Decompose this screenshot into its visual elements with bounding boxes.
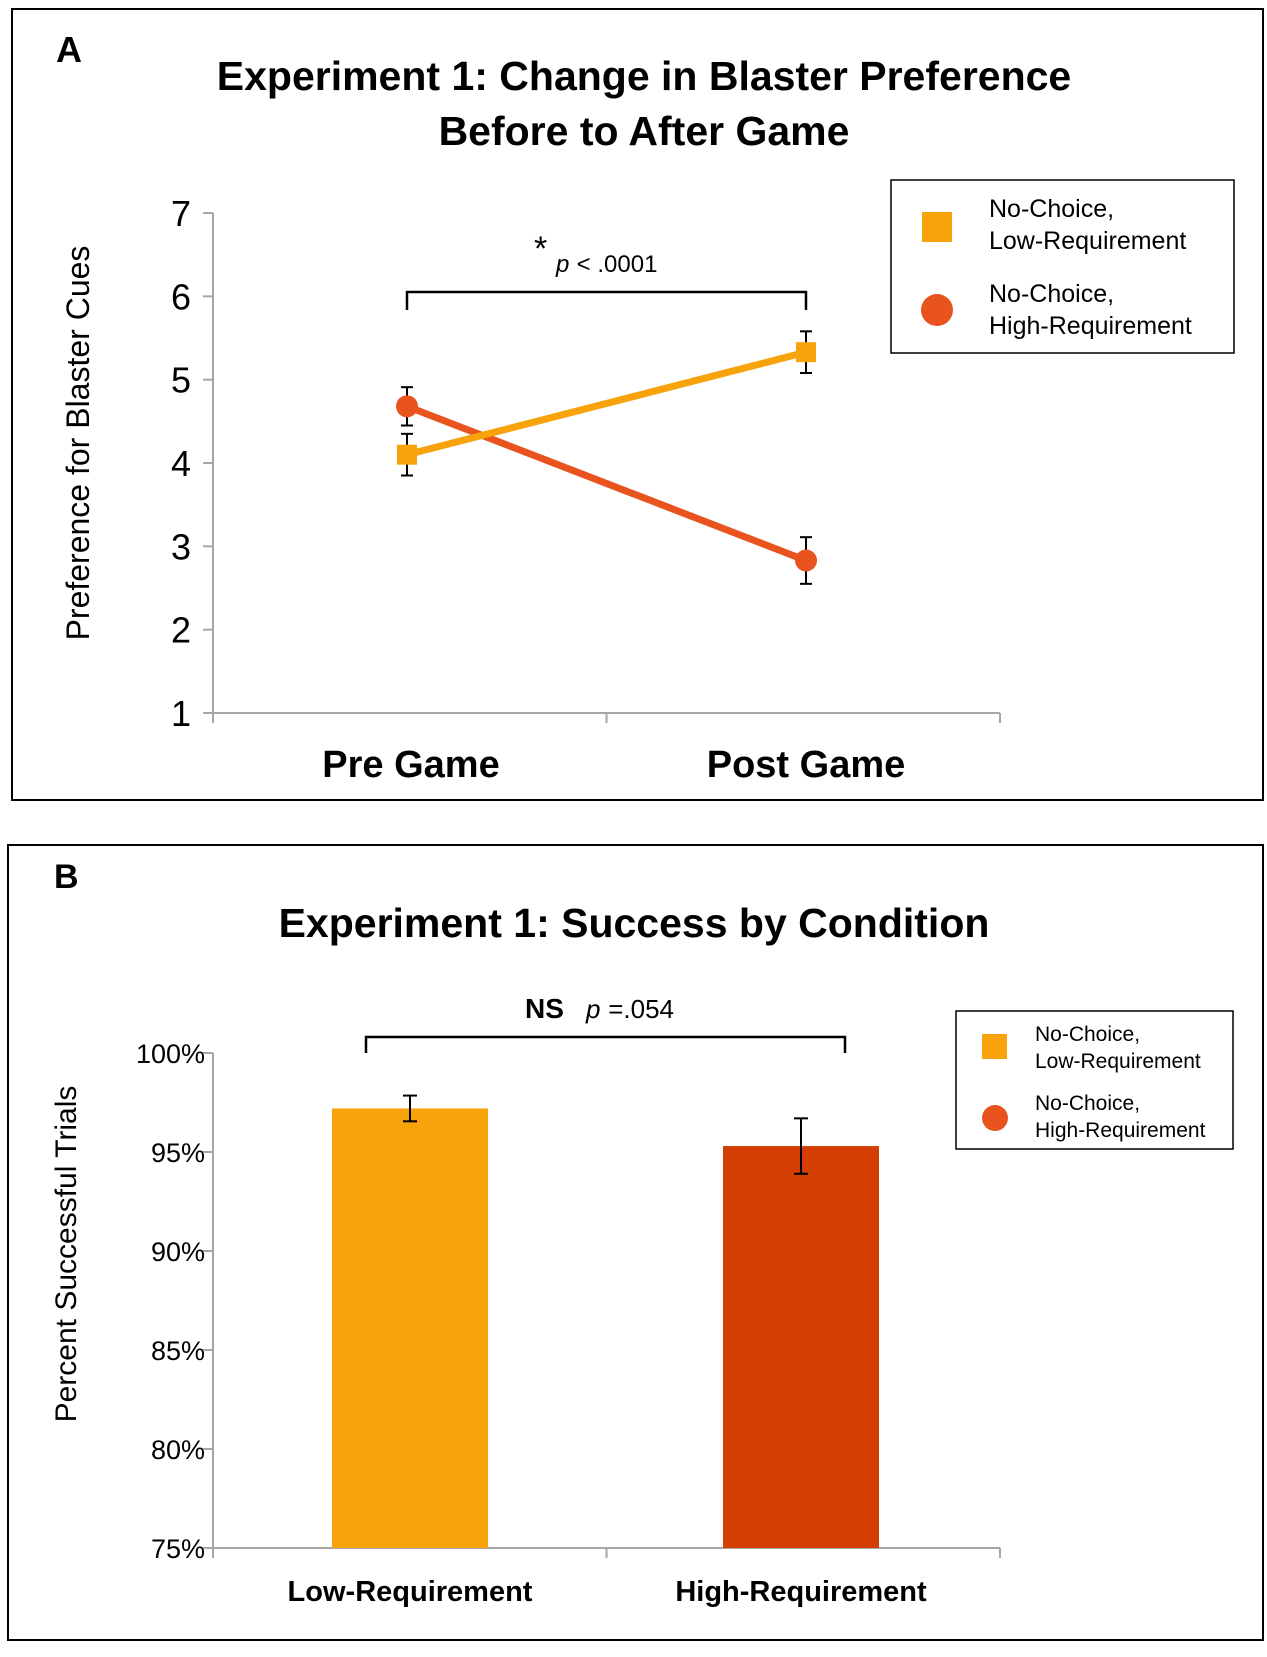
panel-b-ytick-label: 100% <box>136 1039 205 1069</box>
panel-a-significance-annotation: * p < .0001 <box>405 230 808 310</box>
panel-a-xtick-label: Pre Game <box>322 744 499 786</box>
panel-a-title-line-2: Before to After Game <box>439 108 850 154</box>
data-point-low-requirement <box>397 444 417 465</box>
legend-circle-marker <box>921 294 953 326</box>
panel-b-ytick-label: 75% <box>151 1534 205 1564</box>
bar-high-requirement <box>723 1146 879 1548</box>
series-line-high-requirement <box>403 402 810 564</box>
panel-b-y-ticks: 75% 80% 85% 90% 95% 100% <box>136 1039 205 1564</box>
panel-a-significance-p: p <box>555 251 569 278</box>
panel-a-legend-entry-2-line-2: High-Requirement <box>989 312 1192 340</box>
panel-a-legend-box <box>890 179 1235 354</box>
panel-a-legend-entry-1-line-2: Low-Requirement <box>989 227 1186 255</box>
panel-a-ytick-label: 1 <box>171 693 191 734</box>
panel-b-legend-entry-1-line-2: Low-Requirement <box>1035 1050 1201 1073</box>
panel-b-bars <box>332 1094 879 1548</box>
panel-b-ytick-label: 80% <box>151 1435 205 1465</box>
panel-a-ytick-label: 7 <box>171 193 191 234</box>
error-bar-high-requirement <box>794 1117 808 1175</box>
panel-a-y-ticks: 1 2 3 4 5 6 7 <box>171 193 191 734</box>
panel-a-ytick-label: 3 <box>171 526 191 567</box>
panel-b-legend-entry-1-line-1: No-Choice, <box>1035 1023 1140 1046</box>
data-point-high-requirement <box>795 549 817 572</box>
bar-low-requirement <box>332 1108 488 1548</box>
panel-b-ytick-label: 90% <box>151 1237 205 1267</box>
panel-a-frame <box>11 8 1264 801</box>
panel-a-ytick-label: 5 <box>171 360 191 401</box>
panel-b-significance-p: p <box>585 994 600 1024</box>
panel-a-label: A <box>56 29 82 70</box>
panel-b-ytick-label: 85% <box>151 1336 205 1366</box>
panel-a-ytick-label: 6 <box>171 276 191 317</box>
panel-a-significance-bracket <box>405 290 808 310</box>
panel-a-significance-value: < .0001 <box>570 251 657 278</box>
panel-a-y-axis-label: Preference for Blaster Cues <box>60 246 96 641</box>
panel-b-label: B <box>54 858 79 896</box>
panel-a-legend: No-Choice, Low-Requirement No-Choice, Hi… <box>890 179 1235 354</box>
panel-b-legend: No-Choice, Low-Requirement No-Choice, Hi… <box>955 1010 1234 1150</box>
data-point-low-requirement <box>796 342 816 363</box>
panel-b-title: Experiment 1: Success by Condition <box>279 900 990 946</box>
panel-a-significance-star: * <box>534 230 547 268</box>
panel-b-y-axis-label: Percent Successful Trials <box>50 1086 83 1423</box>
panel-a-series <box>396 330 817 585</box>
series-line-low-requirement <box>403 348 810 459</box>
panel-b-significance-bracket <box>364 1035 847 1053</box>
legend-circle-marker <box>982 1105 1008 1131</box>
legend-square-marker <box>982 1034 1007 1059</box>
panel-a-axes <box>203 212 1001 723</box>
panel-b-significance-annotation: NS p =.054 <box>364 993 847 1053</box>
panel-b-xtick-label: High-Requirement <box>675 1576 927 1608</box>
panel-a: A Experiment 1: Change in Blaster Prefer… <box>11 8 1264 801</box>
panel-a-ytick-label: 2 <box>171 610 191 651</box>
error-bar-low-requirement <box>403 1094 417 1123</box>
panel-a-xtick-label: Post Game <box>707 744 906 786</box>
panel-b-xtick-label: Low-Requirement <box>288 1576 533 1608</box>
panel-a-ytick-label: 4 <box>171 443 191 484</box>
panel-b-significance-value: =.054 <box>601 994 674 1024</box>
data-point-high-requirement <box>396 395 418 418</box>
panel-b: B Experiment 1: Success by Condition Per… <box>7 844 1264 1641</box>
panel-a-title-line-1: Experiment 1: Change in Blaster Preferen… <box>217 53 1071 99</box>
panel-b-frame <box>7 844 1264 1641</box>
legend-square-marker <box>922 212 952 242</box>
panel-b-ns-label: NS <box>525 993 564 1024</box>
panel-b-legend-entry-2-line-2: High-Requirement <box>1035 1119 1206 1142</box>
panel-a-legend-entry-2-line-1: No-Choice, <box>989 280 1114 308</box>
panel-b-legend-entry-2-line-1: No-Choice, <box>1035 1092 1140 1115</box>
panel-a-legend-entry-1-line-1: No-Choice, <box>989 195 1114 223</box>
panel-b-ytick-label: 95% <box>151 1138 205 1168</box>
